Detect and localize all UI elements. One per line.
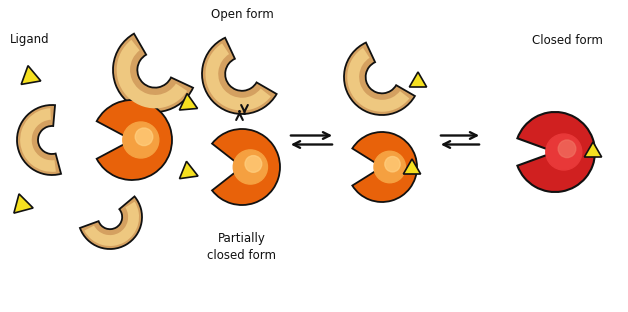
Wedge shape	[84, 202, 139, 246]
Wedge shape	[205, 43, 271, 110]
Polygon shape	[403, 159, 421, 174]
Wedge shape	[20, 108, 56, 172]
Wedge shape	[17, 105, 61, 175]
Polygon shape	[14, 194, 33, 213]
Wedge shape	[117, 40, 187, 108]
Circle shape	[558, 140, 576, 158]
Wedge shape	[352, 132, 417, 202]
Wedge shape	[344, 42, 415, 115]
Circle shape	[123, 122, 159, 158]
Circle shape	[374, 151, 406, 183]
Polygon shape	[584, 142, 602, 157]
Polygon shape	[21, 66, 41, 84]
Circle shape	[245, 156, 262, 172]
Text: Ligand: Ligand	[10, 33, 50, 46]
Polygon shape	[409, 72, 426, 87]
Text: Closed form: Closed form	[531, 33, 602, 46]
Text: Open form: Open form	[210, 7, 273, 21]
Wedge shape	[517, 112, 595, 192]
Circle shape	[233, 150, 268, 184]
Wedge shape	[202, 38, 277, 114]
Polygon shape	[180, 94, 198, 110]
Polygon shape	[180, 161, 198, 179]
Wedge shape	[97, 100, 172, 180]
Circle shape	[546, 134, 582, 170]
Text: Partially
closed form: Partially closed form	[207, 232, 276, 262]
Wedge shape	[212, 129, 280, 205]
Wedge shape	[113, 34, 193, 112]
Wedge shape	[80, 197, 142, 249]
Circle shape	[385, 157, 400, 172]
Circle shape	[135, 128, 153, 146]
Wedge shape	[347, 48, 409, 112]
